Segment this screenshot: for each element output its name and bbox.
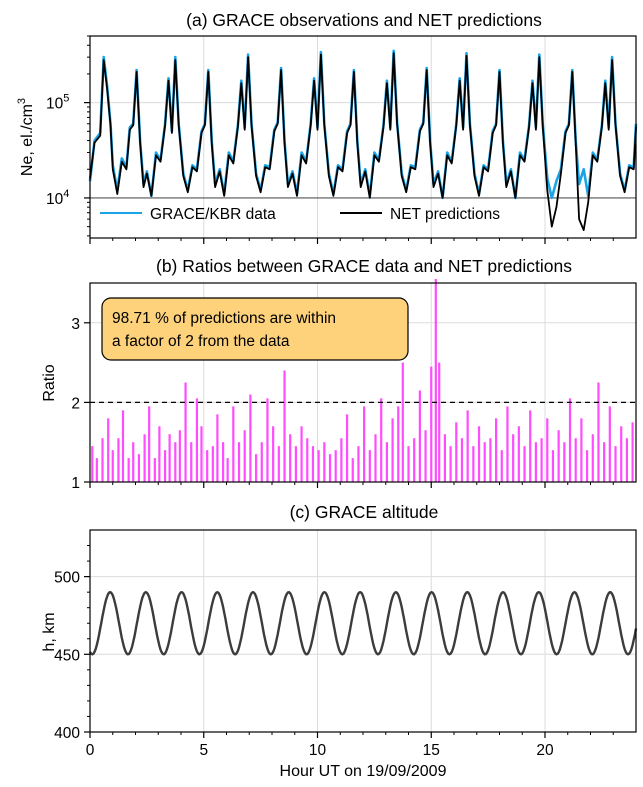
- panel-a-title: (a) GRACE observations and NET predictio…: [186, 10, 542, 30]
- legend-label-grace: GRACE/KBR data: [150, 206, 276, 223]
- panel-c-ticks: 400 450 500 0 5 10 15 20: [54, 545, 614, 759]
- panel-c-ylabel: h, km: [41, 612, 58, 651]
- panel-a-series: [88, 49, 638, 232]
- x-tick-label: 15: [423, 742, 440, 759]
- y-tick-label: 105: [46, 93, 69, 113]
- x-tick-label: 5: [199, 742, 208, 759]
- altitude-line: [88, 590, 638, 656]
- panel-b-title: (b) Ratios between GRACE data and NET pr…: [156, 256, 572, 276]
- panel-a: (a) GRACE observations and NET predictio…: [16, 10, 638, 244]
- x-tick-label: 20: [536, 742, 554, 759]
- annotation-line-2: a factor of 2 from the data: [112, 333, 290, 350]
- panel-c-title: (c) GRACE altitude: [290, 502, 439, 522]
- y-tick-label: 400: [54, 725, 80, 742]
- x-tick-label: 0: [86, 742, 95, 759]
- panel-c-xlabel: Hour UT on 19/09/2009: [280, 763, 447, 780]
- panel-b-bars: [91, 279, 634, 482]
- y-tick-label: 500: [54, 570, 80, 587]
- annotation-box: [101, 297, 409, 361]
- y-tick-label: 450: [54, 647, 80, 664]
- x-tick-label: 10: [309, 742, 327, 759]
- panel-b-ylabel: Ratio: [41, 364, 58, 401]
- panel-b-ticks: 1 2 3: [71, 316, 614, 492]
- y-tick-label: 1: [71, 475, 80, 492]
- series-net-line: [89, 52, 637, 232]
- y-tick-label: 2: [71, 395, 80, 412]
- legend-label-net: NET predictions: [390, 206, 500, 223]
- y-tick-label: 104: [46, 188, 69, 208]
- panel-c-series: [88, 590, 638, 656]
- panel-a-ticks: 104 105: [46, 35, 614, 244]
- panel-a-ylabel-sup: 3: [16, 98, 28, 104]
- panel-b: (b) Ratios between GRACE data and NET pr…: [41, 256, 637, 492]
- panel-a-ylabel: Ne, el./cm3: [16, 98, 36, 176]
- y-tick-label: 3: [71, 316, 80, 333]
- panel-a-legend: GRACE/KBR data NET predictions: [100, 206, 500, 223]
- panel-b-annotation: 98.71 % of predictions are within a fact…: [101, 297, 409, 361]
- panel-c: (c) GRACE altitude 400 450 500 0 5 10 15 20 h, …: [41, 502, 638, 780]
- annotation-line-1: 98.71 % of predictions are within: [112, 310, 336, 327]
